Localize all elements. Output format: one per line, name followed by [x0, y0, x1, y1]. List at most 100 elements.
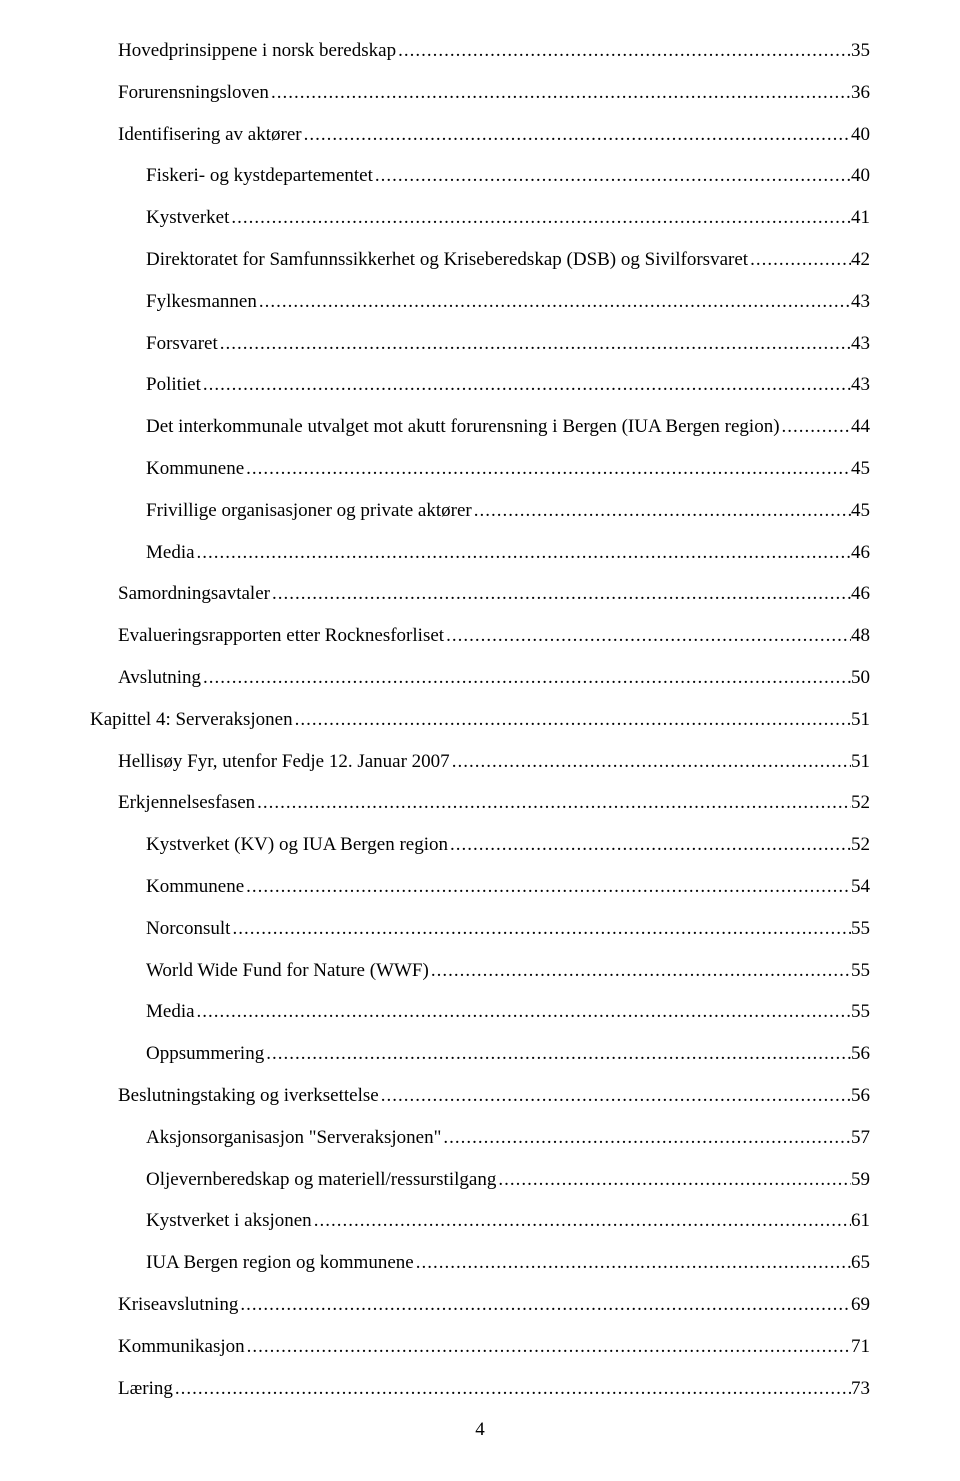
toc-entry-page: 43: [851, 291, 870, 314]
toc-entry-page: 51: [851, 751, 870, 774]
toc-entry-page: 57: [851, 1127, 870, 1150]
toc-entry: Samordningsavtaler46: [90, 583, 870, 606]
toc-entry-page: 69: [851, 1294, 870, 1317]
toc-entry-label: Aksjonsorganisasjon "Serveraksjonen": [146, 1127, 441, 1150]
toc-entry-page: 48: [851, 625, 870, 648]
toc-entry-label: Oljevernberedskap og materiell/ressursti…: [146, 1169, 496, 1192]
toc-entry-page: 40: [851, 165, 870, 188]
toc-leader-dots: [472, 500, 851, 523]
toc-entry-page: 42: [851, 249, 870, 272]
toc-entry-label: Forsvaret: [146, 333, 218, 356]
toc-leader-dots: [373, 165, 851, 188]
toc-leader-dots: [270, 583, 851, 606]
toc-entry-page: 55: [851, 960, 870, 983]
toc-entry: Fylkesmannen43: [90, 291, 870, 314]
toc-leader-dots: [201, 374, 851, 397]
toc-entry: Hellisøy Fyr, utenfor Fedje 12. Januar 2…: [90, 751, 870, 774]
toc-entry: Det interkommunale utvalget mot akutt fo…: [90, 416, 870, 439]
toc-entry-label: IUA Bergen region og kommunene: [146, 1252, 414, 1275]
toc-leader-dots: [444, 625, 851, 648]
page-container: Hovedprinsippene i norsk beredskap35 Foru…: [0, 0, 960, 1481]
toc-leader-dots: [264, 1043, 851, 1066]
toc-entry-label: Hellisøy Fyr, utenfor Fedje 12. Januar 2…: [118, 751, 450, 774]
toc-entry-page: 50: [851, 667, 870, 690]
toc-entry: Forurensningsloven 36: [90, 82, 870, 105]
toc-leader-dots: [429, 960, 851, 983]
toc-entry: Kapittel 4: Serveraksjonen 51: [90, 709, 870, 732]
toc-entry-page: 45: [851, 458, 870, 481]
toc-entry-label: World Wide Fund for Nature (WWF): [146, 960, 429, 983]
toc-entry: Kystverket i aksjonen 61: [90, 1210, 870, 1233]
toc-entry-label: Fiskeri- og kystdepartementet: [146, 165, 373, 188]
toc-entry-page: 45: [851, 500, 870, 523]
toc-entry: Kommunikasjon71: [90, 1336, 870, 1359]
toc-entry: Aksjonsorganisasjon "Serveraksjonen" 57: [90, 1127, 870, 1150]
toc-entry-page: 40: [851, 124, 870, 147]
toc-entry-label: Kystverket i aksjonen: [146, 1210, 312, 1233]
toc-entry-label: Media: [146, 1001, 195, 1024]
toc-leader-dots: [496, 1169, 851, 1192]
toc-entry: IUA Bergen region og kommunene65: [90, 1252, 870, 1275]
toc-entry-label: Det interkommunale utvalget mot akutt fo…: [146, 416, 780, 439]
toc-entry-label: Forurensningsloven: [118, 82, 269, 105]
toc-entry-page: 61: [851, 1210, 870, 1233]
toc-leader-dots: [218, 333, 851, 356]
toc-leader-dots: [379, 1085, 851, 1108]
toc-entry-page: 55: [851, 1001, 870, 1024]
toc-entry-label: Evalueringsrapporten etter Rocknesforlis…: [118, 625, 444, 648]
toc-entry: Kommunene 54: [90, 876, 870, 899]
toc-entry: Beslutningstaking og iverksettelse56: [90, 1085, 870, 1108]
toc-entry-label: Frivillige organisasjoner og private akt…: [146, 500, 472, 523]
toc-entry: World Wide Fund for Nature (WWF) 55: [90, 960, 870, 983]
toc-entry-page: 46: [851, 583, 870, 606]
toc-leader-dots: [195, 542, 851, 565]
toc-leader-dots: [201, 667, 851, 690]
toc-entry-label: Norconsult: [146, 918, 230, 941]
toc-leader-dots: [780, 416, 851, 439]
toc-entry-label: Oppsummering: [146, 1043, 264, 1066]
toc-leader-dots: [230, 918, 851, 941]
toc-leader-dots: [293, 709, 851, 732]
toc-entry: Evalueringsrapporten etter Rocknesforlis…: [90, 625, 870, 648]
toc-entry-label: Identifisering av aktører: [118, 124, 302, 147]
toc-entry: Kriseavslutning 69: [90, 1294, 870, 1317]
toc-entry-label: Hovedprinsippene i norsk beredskap: [118, 40, 396, 63]
toc-entry-page: 41: [851, 207, 870, 230]
toc-entry-label: Beslutningstaking og iverksettelse: [118, 1085, 379, 1108]
toc-entry-page: 54: [851, 876, 870, 899]
toc-entry: Kystverket (KV) og IUA Bergen region52: [90, 834, 870, 857]
toc-entry: Norconsult 55: [90, 918, 870, 941]
toc-leader-dots: [302, 124, 851, 147]
toc-entry: Avslutning50: [90, 667, 870, 690]
toc-entry: Oljevernberedskap og materiell/ressursti…: [90, 1169, 870, 1192]
toc-entry: Kommunene 45: [90, 458, 870, 481]
table-of-contents: Hovedprinsippene i norsk beredskap35 Foru…: [90, 40, 870, 1400]
toc-leader-dots: [450, 751, 851, 774]
toc-entry: Læring73: [90, 1378, 870, 1401]
toc-entry: Media46: [90, 542, 870, 565]
toc-leader-dots: [173, 1378, 851, 1401]
toc-entry: Frivillige organisasjoner og private akt…: [90, 500, 870, 523]
toc-entry-label: Kommunene: [146, 458, 244, 481]
toc-entry-label: Kriseavslutning: [118, 1294, 238, 1317]
toc-entry-label: Kommunene: [146, 876, 244, 899]
toc-leader-dots: [257, 291, 851, 314]
toc-entry-page: 55: [851, 918, 870, 941]
toc-leader-dots: [414, 1252, 851, 1275]
toc-entry-label: Media: [146, 542, 195, 565]
toc-entry-page: 36: [851, 82, 870, 105]
toc-entry: Forsvaret43: [90, 333, 870, 356]
toc-entry-label: Kystverket: [146, 207, 229, 230]
toc-leader-dots: [229, 207, 851, 230]
toc-entry-label: Kapittel 4: Serveraksjonen: [90, 709, 293, 732]
toc-entry: Hovedprinsippene i norsk beredskap35: [90, 40, 870, 63]
toc-entry-page: 52: [851, 792, 870, 815]
toc-leader-dots: [441, 1127, 851, 1150]
toc-entry: Media 55: [90, 1001, 870, 1024]
toc-entry-label: Læring: [118, 1378, 173, 1401]
toc-entry: Erkjennelsesfasen52: [90, 792, 870, 815]
toc-entry-page: 51: [851, 709, 870, 732]
toc-entry-page: 44: [851, 416, 870, 439]
toc-leader-dots: [255, 792, 851, 815]
toc-leader-dots: [195, 1001, 851, 1024]
